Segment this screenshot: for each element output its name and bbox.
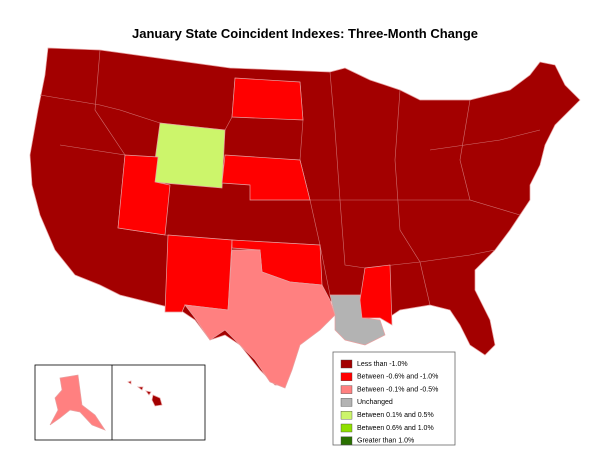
map-title: January State Coincident Indexes: Three-… [132, 26, 478, 41]
legend-label: Between 0.1% and 0.5% [357, 412, 434, 419]
state [151, 394, 163, 407]
legend-frame [332, 351, 456, 446]
legend-swatch [340, 423, 353, 433]
state [49, 374, 106, 431]
state [359, 264, 393, 326]
state [145, 390, 152, 396]
legend-swatch [340, 372, 353, 381]
state-border [429, 129, 541, 151]
legend-label: Between -0.6% and -1.0% [357, 374, 438, 381]
legend-label: Unchanged [357, 399, 393, 406]
state-border [459, 99, 521, 216]
state-border [329, 71, 496, 269]
legend-label: Less than -1.0% [357, 361, 408, 368]
legend-label: Between -0.1% and -0.5% [357, 386, 438, 393]
legend-label: Greater than 1.0% [357, 438, 414, 445]
legend: Less than -1.0% Between -0.6% and -1.0% Be… [332, 351, 456, 446]
legend-swatch [340, 398, 353, 407]
state-border [394, 89, 431, 306]
state [184, 249, 336, 389]
legend-swatch [340, 436, 353, 445]
state-border [94, 49, 126, 156]
legend-label: Between 0.6% and 1.0% [357, 425, 434, 432]
legend-swatch [340, 385, 353, 394]
state [151, 122, 226, 189]
state [231, 77, 304, 121]
state [164, 234, 233, 313]
insets [34, 364, 206, 441]
state [117, 154, 171, 236]
state [136, 386, 144, 391]
legend-swatch [340, 359, 353, 369]
state [127, 380, 132, 385]
us-map [29, 47, 581, 389]
state [221, 154, 311, 201]
legend-swatch [340, 411, 353, 420]
